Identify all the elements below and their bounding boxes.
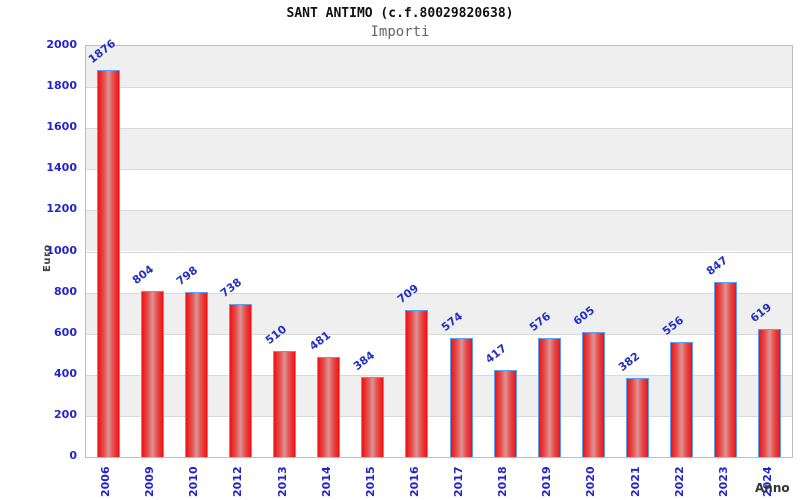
bar-2006	[96, 70, 120, 457]
background-band	[86, 128, 792, 170]
chart-subtitle: Importi	[370, 24, 430, 40]
background-band	[86, 169, 792, 211]
bar-2010	[184, 292, 208, 457]
x-tick-label: 2010	[187, 466, 201, 497]
x-tick-label: 2006	[99, 466, 113, 497]
y-tick-label: 1800	[46, 79, 77, 93]
bar-2020	[581, 331, 605, 457]
gridline	[86, 251, 792, 253]
gridline	[86, 333, 792, 335]
bar-2016	[405, 310, 429, 457]
x-tick-label: 2015	[363, 466, 377, 497]
gridline	[86, 128, 792, 130]
gridline	[86, 210, 792, 212]
y-tick-label: 600	[54, 325, 77, 339]
plot-area: 1876 804 798 738 510 481 384 709 574 417 576 605 382…	[85, 37, 793, 458]
gridline	[86, 415, 792, 417]
background-band	[86, 210, 792, 252]
y-axis-title: Euro	[42, 244, 53, 272]
bar-2024	[758, 328, 782, 457]
bar-2013	[273, 351, 297, 457]
gridline	[86, 169, 792, 171]
bar-2023	[714, 281, 738, 457]
x-tick-label: 2009	[143, 466, 157, 497]
y-tick-label: 1200	[46, 202, 77, 216]
background-band	[86, 87, 792, 129]
y-tick-label: 800	[54, 284, 77, 298]
bar-2019	[537, 337, 561, 457]
bar-2012	[228, 304, 252, 457]
bar-2021	[626, 377, 650, 457]
x-tick-label: 2012	[231, 466, 245, 497]
y-tick-label: 2000	[46, 38, 77, 51]
x-tick-label: 2016	[407, 466, 421, 497]
y-tick-label: 200	[54, 407, 77, 421]
x-tick-label: 2019	[540, 466, 554, 497]
y-tick-label: 400	[54, 366, 77, 380]
background-band	[86, 46, 792, 88]
gridline	[86, 292, 792, 294]
x-tick-label: 2021	[628, 466, 642, 497]
chart-title: SANT ANTIMO (c.f.80029820638)	[286, 6, 514, 21]
x-tick-label: 2023	[716, 466, 730, 497]
bar-2015	[361, 377, 385, 457]
x-tick-label: 2017	[452, 466, 466, 497]
bar-2017	[449, 338, 473, 457]
x-axis-title: Anno	[755, 481, 790, 495]
bar-2009	[140, 290, 164, 457]
x-tick-label: 2013	[275, 466, 289, 497]
x-tick-label: 2014	[319, 466, 333, 497]
y-tick-label: 1400	[46, 161, 77, 175]
y-tick-label: 1600	[46, 120, 77, 134]
x-tick-label: 2022	[672, 466, 686, 497]
bar-2022	[670, 341, 694, 457]
background-band	[86, 251, 792, 293]
gridline	[86, 374, 792, 376]
y-tick-label: 1000	[46, 243, 77, 257]
bar-2014	[317, 357, 341, 457]
y-tick-label: 0	[69, 449, 77, 462]
x-tick-label: 2020	[584, 466, 598, 497]
x-tick-label: 2018	[496, 466, 510, 497]
gridline	[86, 87, 792, 89]
bar-2018	[493, 370, 517, 457]
